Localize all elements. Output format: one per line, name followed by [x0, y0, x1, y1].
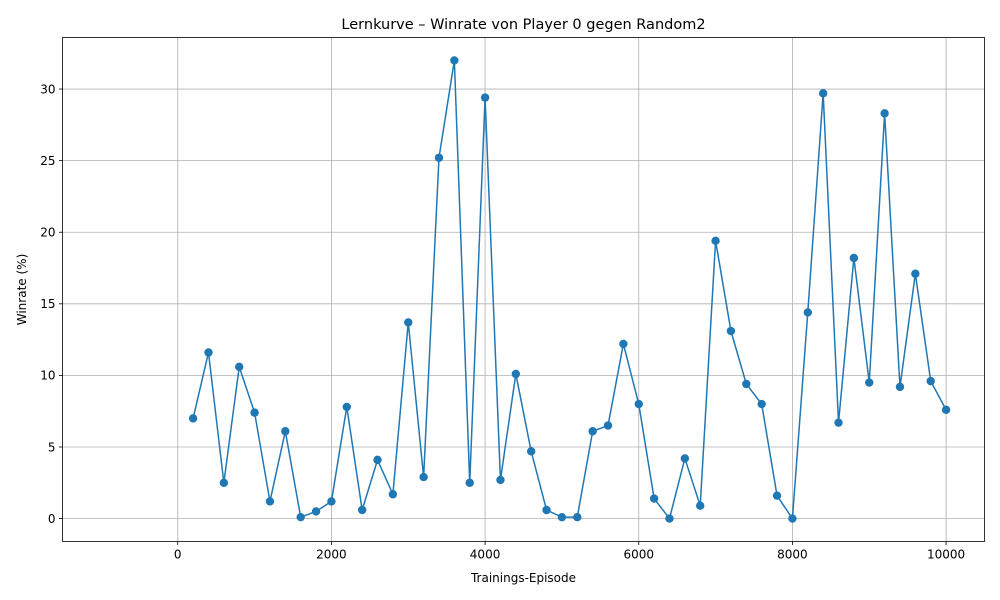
data-point — [219, 478, 229, 487]
data-point — [557, 512, 567, 522]
data-point — [465, 478, 474, 487]
data-point — [573, 512, 582, 522]
data-point — [849, 253, 859, 263]
data-point — [926, 376, 935, 386]
data-point — [311, 507, 321, 516]
data-point — [419, 472, 428, 482]
x-tick-label: 4000 — [470, 548, 501, 562]
chart-title: Lernkurve – Winrate von Player 0 gegen R… — [341, 17, 705, 33]
data-points — [188, 56, 951, 523]
axis-ticks: 0 2000 4000 6000 8000 10000 0 5 10 15 20 25 30 — [40, 82, 965, 561]
y-axis-label: Winrate (%) — [15, 254, 29, 326]
x-tick-label: 0 — [174, 548, 182, 562]
data-point — [542, 505, 551, 515]
y-tick-label: 10 — [40, 369, 55, 383]
x-tick-label: 2000 — [316, 548, 347, 562]
data-point — [327, 497, 336, 506]
data-point — [711, 236, 720, 246]
data-point — [357, 505, 367, 515]
data-point — [404, 318, 413, 327]
y-tick-label: 30 — [40, 82, 55, 96]
data-point — [235, 362, 244, 372]
y-tick-label: 15 — [40, 297, 55, 311]
data-point — [911, 269, 920, 278]
data-point — [880, 109, 889, 118]
data-point — [665, 514, 674, 523]
data-point — [526, 447, 536, 456]
data-point — [696, 501, 705, 510]
data-point — [634, 399, 643, 409]
y-tick-label: 5 — [48, 440, 56, 454]
data-point — [188, 414, 198, 423]
data-point — [265, 497, 275, 506]
series — [188, 56, 951, 523]
data-point — [342, 402, 351, 412]
data-point — [865, 378, 874, 387]
x-tick-label: 6000 — [623, 548, 654, 562]
x-axis-label: Trainings-Episode — [470, 571, 576, 585]
data-point — [296, 512, 305, 522]
data-point — [373, 455, 382, 465]
data-point — [496, 475, 505, 485]
x-tick-label: 8000 — [777, 548, 808, 562]
x-tick-label: 10000 — [927, 548, 965, 562]
data-point — [818, 89, 828, 98]
data-point — [726, 326, 736, 336]
data-point — [434, 153, 444, 162]
data-point — [603, 421, 613, 430]
data-point — [757, 399, 766, 409]
data-point — [742, 379, 751, 389]
data-point — [941, 405, 951, 414]
data-point — [619, 339, 628, 349]
data-point — [649, 494, 659, 503]
data-point — [588, 427, 597, 436]
data-point — [803, 308, 812, 317]
grid-lines — [62, 37, 985, 542]
plot-frame — [62, 37, 985, 542]
data-point — [281, 427, 290, 436]
y-tick-label: 20 — [40, 226, 55, 240]
data-point — [204, 348, 213, 357]
y-tick-label: 25 — [40, 154, 55, 168]
data-point — [480, 93, 490, 102]
data-point — [788, 514, 797, 523]
series-line — [192, 60, 947, 521]
data-point — [511, 369, 521, 379]
data-point — [772, 491, 782, 500]
y-tick-label: 0 — [48, 512, 56, 526]
data-point — [250, 408, 259, 417]
data-point — [895, 382, 905, 392]
data-point — [834, 418, 843, 427]
data-point — [680, 454, 690, 463]
data-point — [388, 490, 398, 499]
data-point — [450, 56, 459, 65]
